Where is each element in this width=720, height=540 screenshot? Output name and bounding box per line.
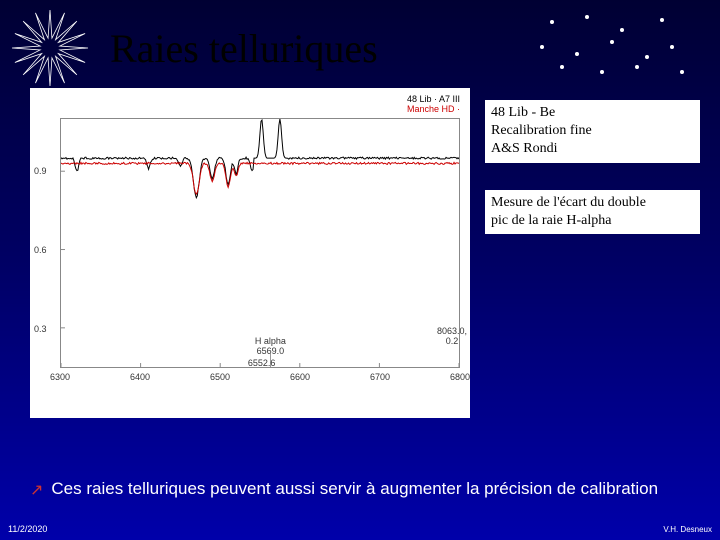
chart-legend: 48 Lib · A7 III Manche HD · [407,94,460,114]
legend-series-1: 48 Lib · A7 III [407,94,460,104]
footer-author: V.H. Desneux [663,525,712,534]
spectrum-chart: 48 Lib · A7 III Manche HD · 0.30.60.9630… [30,88,470,418]
starburst-icon [10,8,90,88]
bullet-text: Ces raies telluriques peuvent aussi serv… [51,478,658,499]
bullet-arrow-icon: ↗ [30,480,43,500]
annotation-box-1: 48 Lib - BeRecalibration fineA&S Rondi [485,100,700,163]
footer-date: 11/2/2020 [8,524,47,534]
plot-area [60,118,460,368]
annotation-box-2: Mesure de l'écart du doublepic de la rai… [485,190,700,234]
legend-series-2: Manche HD · [407,104,460,114]
slide-title: Raies telluriques [110,25,378,72]
bullet-row: ↗ Ces raies telluriques peuvent aussi se… [30,478,690,500]
decor-dots [530,10,690,80]
